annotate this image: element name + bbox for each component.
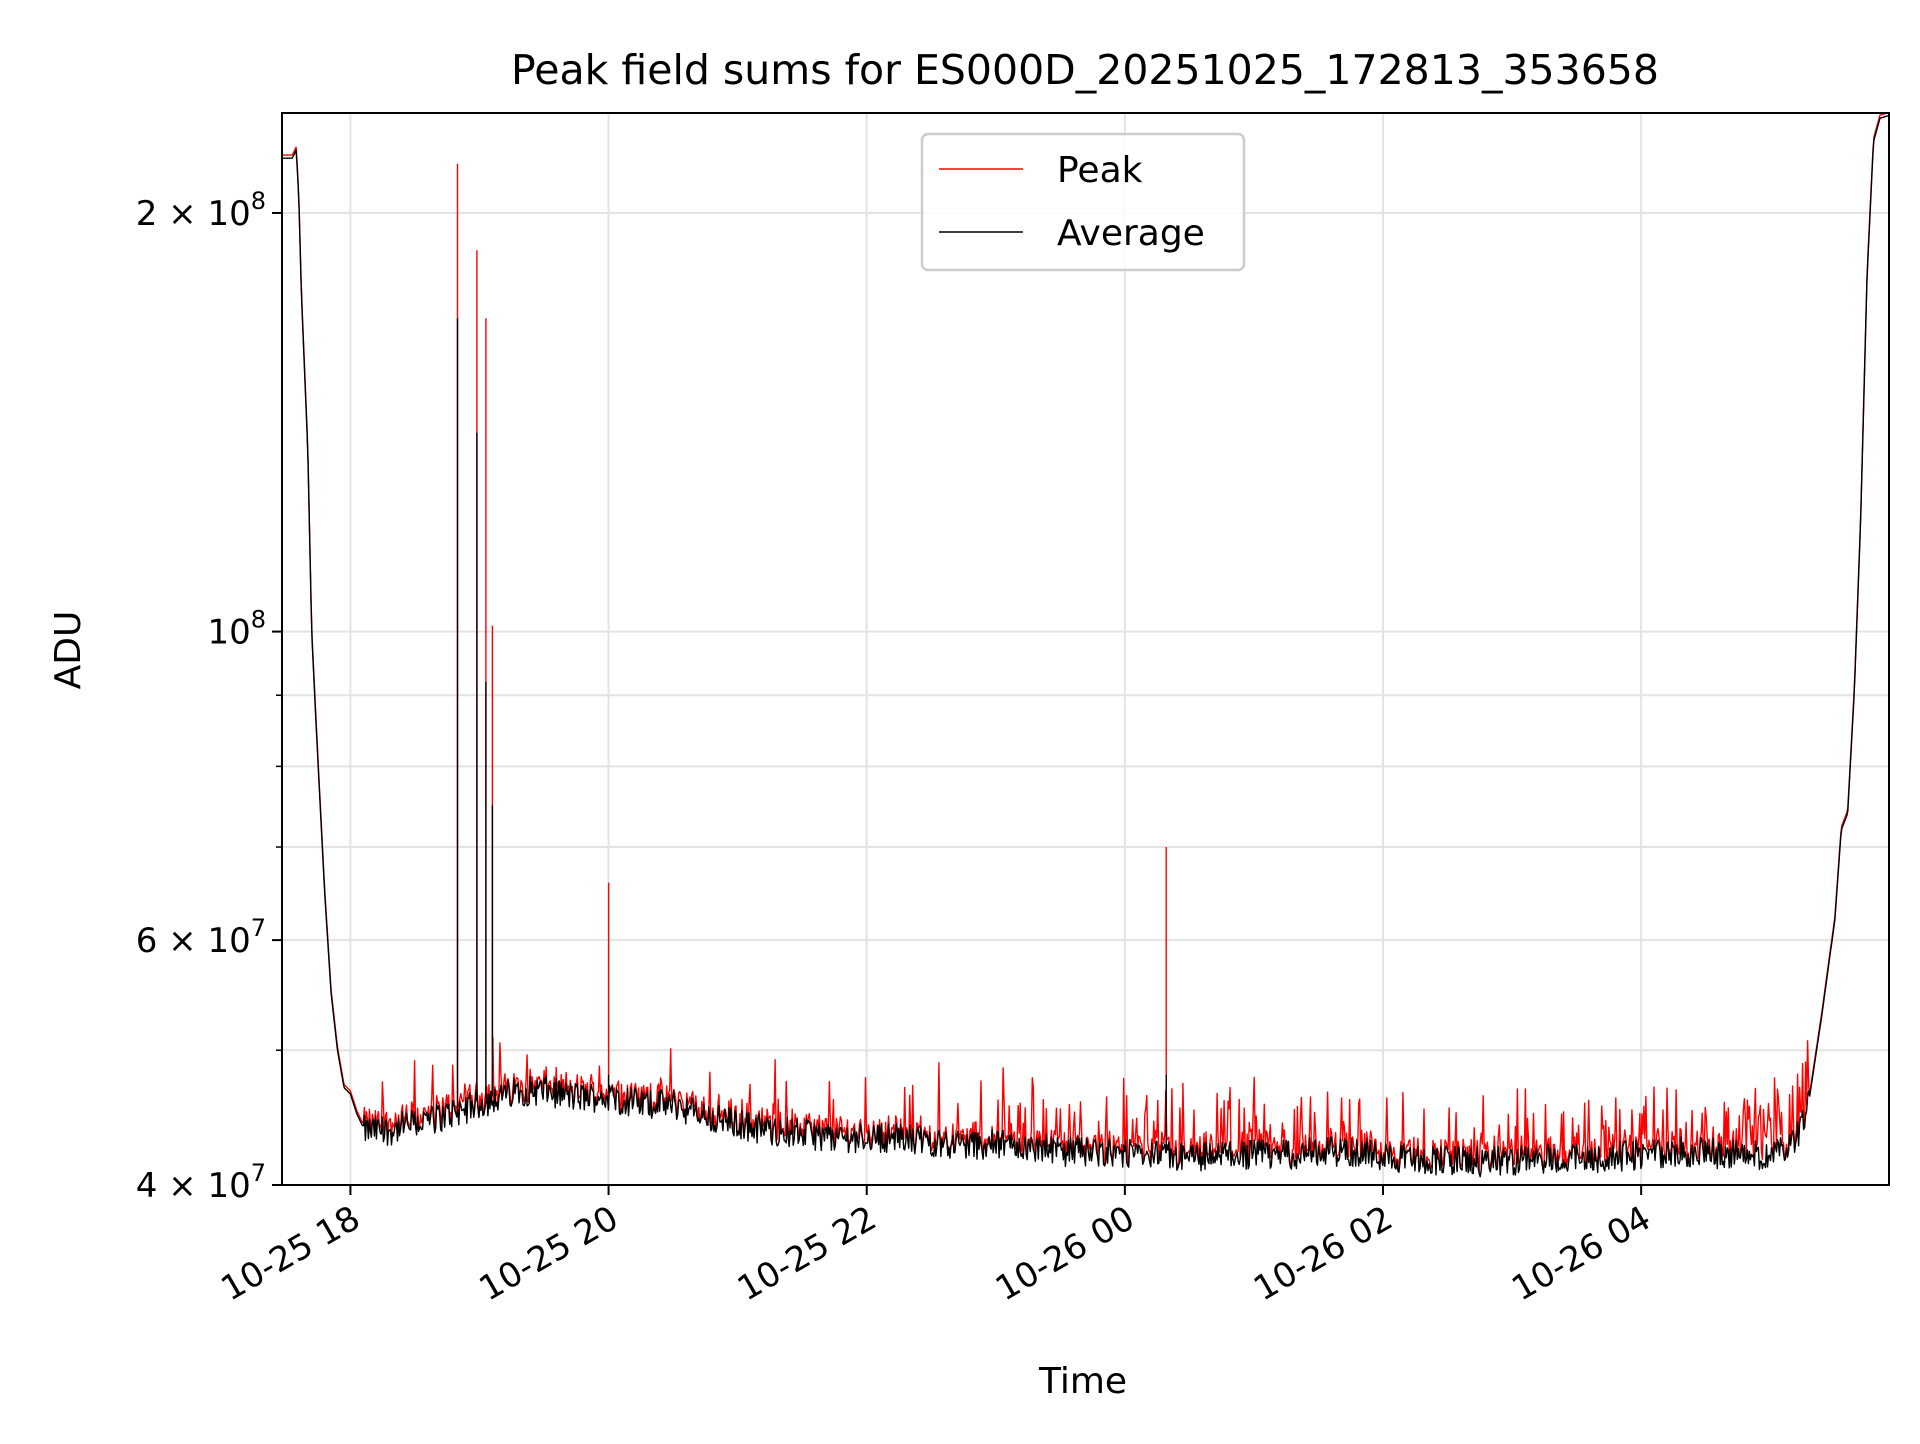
y-axis-label: ADU	[48, 611, 89, 690]
y-tick-base: 6 × 10	[136, 921, 251, 961]
y-tick-label: 108	[207, 606, 266, 653]
legend-box	[920, 132, 1246, 272]
y-tick-base: 2 × 10	[136, 194, 251, 234]
legend-average-label: Average	[1057, 213, 1205, 254]
y-tick-exponent: 8	[251, 606, 266, 634]
y-tick-exponent: 7	[251, 1159, 266, 1187]
y-tick-base: 4 × 10	[136, 1166, 251, 1206]
y-tick-base: 10	[207, 613, 250, 653]
legend: Peak Average	[920, 132, 1246, 272]
y-tick-label: 4 × 107	[136, 1159, 266, 1206]
chart-title: Peak field sums for ES000D_20251025_1728…	[511, 46, 1659, 94]
plot-area	[282, 113, 1889, 1185]
y-tick-label: 6 × 107	[136, 914, 266, 961]
plot-frame	[281, 112, 1890, 1186]
y-tick-exponent: 7	[251, 914, 266, 942]
average-series-line	[282, 114, 1889, 1178]
legend-peak-label: Peak	[1057, 150, 1143, 191]
y-tick-label: 2 × 108	[136, 187, 266, 234]
x-axis-label: Time	[1038, 1361, 1127, 1402]
y-tick-exponent: 8	[251, 187, 266, 215]
data-series	[282, 113, 1889, 1178]
